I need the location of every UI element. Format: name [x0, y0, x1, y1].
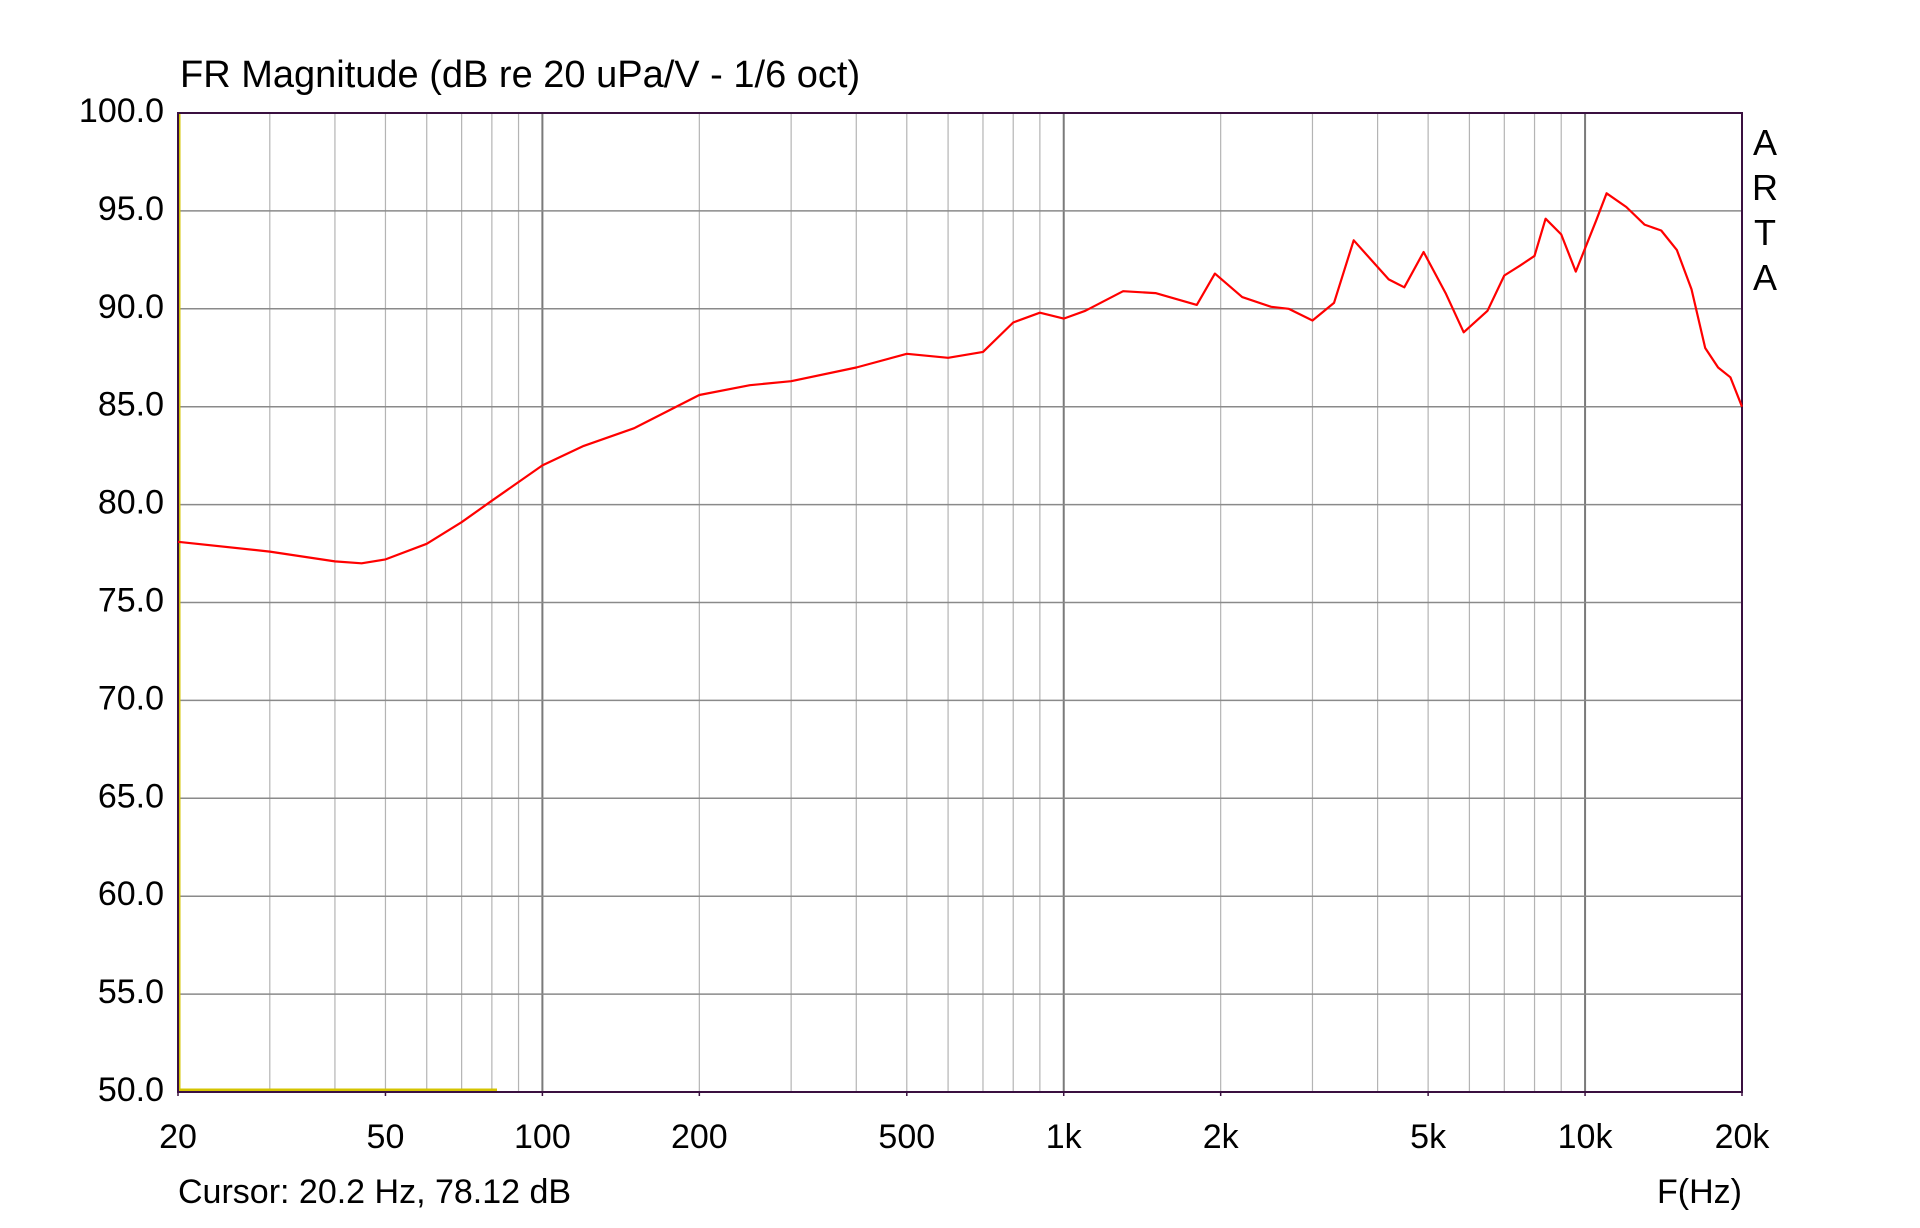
x-tick-label: 50: [367, 1118, 405, 1156]
y-tick-label: 55.0: [98, 973, 164, 1011]
x-tick-label: 20: [159, 1118, 197, 1156]
x-tick-label: 20k: [1715, 1118, 1771, 1156]
y-tick-label: 90.0: [98, 288, 164, 326]
cursor-readout: Cursor: 20.2 Hz, 78.12 dB: [178, 1173, 571, 1211]
y-tick-label: 60.0: [98, 875, 164, 913]
y-tick-label: 75.0: [98, 581, 164, 619]
y-tick-label: 70.0: [98, 679, 164, 717]
watermark: ARTA: [1744, 122, 1785, 302]
chart-title: FR Magnitude (dB re 20 uPa/V - 1/6 oct): [180, 54, 860, 96]
y-tick-label: 50.0: [98, 1071, 164, 1109]
y-tick-label: 80.0: [98, 484, 164, 522]
x-tick-label: 200: [671, 1118, 728, 1156]
x-tick-label: 100: [514, 1118, 571, 1156]
y-tick-label: 85.0: [98, 386, 164, 424]
grid: [178, 112, 1742, 1093]
plot-frame: [177, 112, 1743, 1093]
x-tick-label: 2k: [1203, 1118, 1240, 1156]
x-tick-label: 5k: [1410, 1118, 1447, 1156]
x-tick-label: 1k: [1046, 1118, 1083, 1156]
y-tick-label: 100.0: [79, 92, 164, 130]
fr-curve: [177, 192, 1744, 565]
x-tick-label: 10k: [1558, 1118, 1614, 1156]
y-tick-label: 95.0: [98, 190, 164, 228]
x-axis-label: F(Hz): [1657, 1173, 1742, 1211]
x-tick-label: 500: [878, 1118, 935, 1156]
y-tick-label: 65.0: [98, 777, 164, 815]
